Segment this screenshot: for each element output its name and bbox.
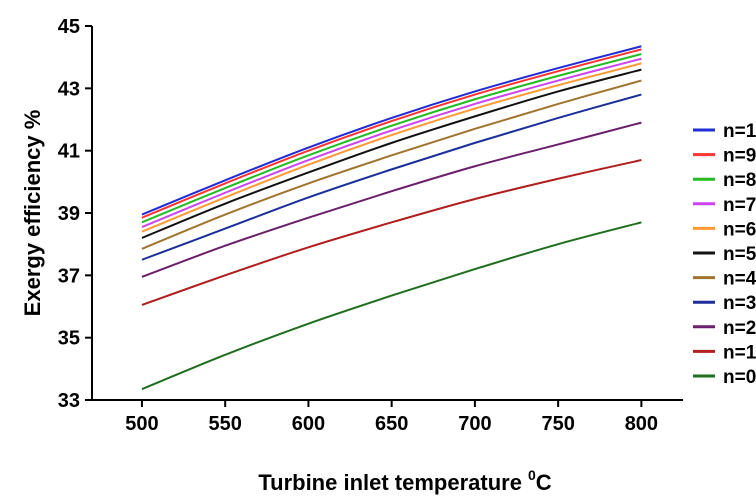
series-line-n-9: [141, 48, 642, 219]
legend-label: n=7: [723, 195, 756, 216]
y-tick-label: 33: [58, 390, 80, 412]
y-ticks: 33 35 37 39 41 43 45: [58, 16, 92, 412]
y-tick-label: 41: [58, 141, 80, 163]
series-line-n-5: [141, 68, 642, 239]
series-line-n-10: [141, 45, 642, 216]
series-line-n-3: [141, 93, 642, 261]
x-tick-label: 800: [625, 413, 658, 435]
legend-label: n=4: [723, 269, 756, 290]
x-axis-label-unit: C: [536, 470, 552, 495]
series-line-n-6: [141, 62, 642, 233]
legend-label: n=9: [723, 146, 756, 167]
series-line-n-1: [141, 159, 642, 306]
y-tick-label: 45: [58, 16, 80, 38]
legend-label: n=5: [723, 244, 756, 265]
y-tick-label: 37: [58, 265, 80, 287]
series-lines: [141, 45, 642, 391]
legend: n=10 n=9 n=8 n=7 n=6 n=5 n=4 n=3 n=2 n=1 n=0: [693, 121, 756, 388]
y-axis-label: Exergy efficiency %: [20, 110, 45, 317]
x-axis-label: Turbine inlet temperature 0C: [258, 467, 551, 495]
x-tick-label: 700: [458, 413, 491, 435]
x-tick-label: 550: [208, 413, 241, 435]
series-line-n-4: [141, 79, 642, 250]
x-tick-label: 500: [125, 413, 158, 435]
legend-label: n=8: [723, 170, 756, 191]
series-line-n-0: [141, 221, 642, 391]
series-line-n-2: [141, 121, 642, 278]
legend-label: n=3: [723, 293, 756, 314]
x-tick-label: 650: [375, 413, 408, 435]
y-tick-label: 35: [58, 328, 80, 350]
legend-label: n=2: [723, 318, 756, 339]
x-axis-label-superscript: 0: [528, 467, 536, 483]
x-tick-label: 750: [541, 413, 574, 435]
legend-label: n=6: [723, 219, 756, 240]
x-ticks: 500 550 600 650 700 750 800: [125, 400, 658, 435]
x-axis-label-text: Turbine inlet temperature: [258, 470, 522, 495]
legend-label: n=1: [723, 342, 756, 363]
y-tick-label: 39: [58, 203, 80, 225]
series-line-n-8: [141, 53, 642, 224]
legend-label: n=0: [723, 367, 756, 388]
x-tick-label: 600: [292, 413, 325, 435]
series-line-n-7: [141, 57, 642, 228]
y-tick-label: 43: [58, 78, 80, 100]
legend-label: n=10: [723, 121, 756, 142]
